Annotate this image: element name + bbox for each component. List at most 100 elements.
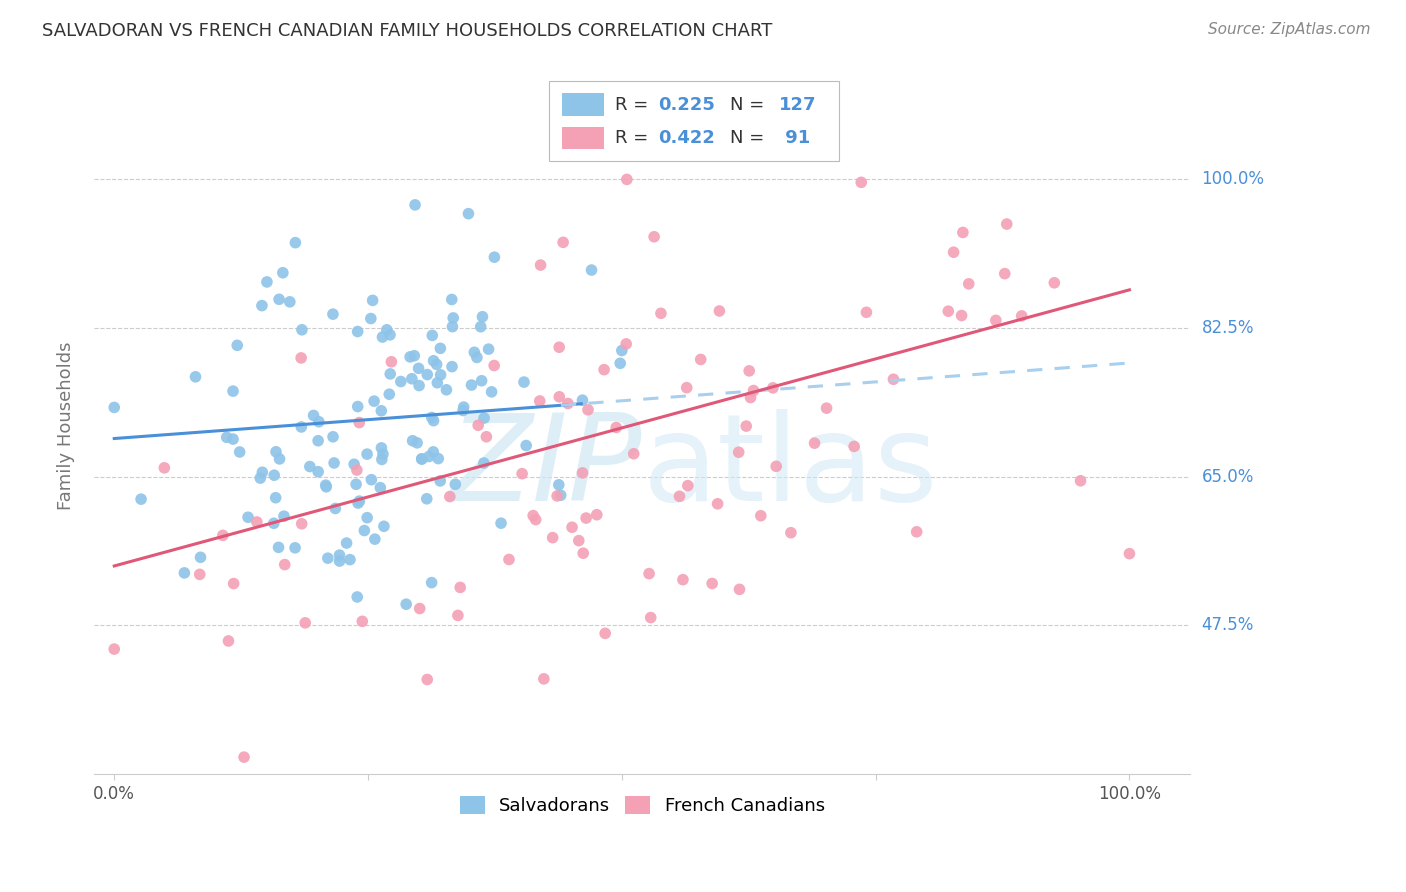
Point bbox=[1043, 276, 1066, 290]
Point bbox=[346, 400, 368, 414]
Point bbox=[533, 672, 555, 686]
Point bbox=[246, 515, 269, 529]
Point bbox=[449, 581, 471, 595]
Point bbox=[278, 294, 301, 309]
Point bbox=[477, 342, 499, 356]
Point bbox=[738, 364, 761, 378]
Point bbox=[420, 410, 443, 425]
Point bbox=[465, 351, 488, 365]
Point bbox=[217, 634, 239, 648]
Point bbox=[984, 313, 1007, 327]
Point bbox=[371, 330, 394, 344]
Point bbox=[375, 323, 398, 337]
Bar bbox=[562, 94, 603, 116]
Point bbox=[411, 451, 433, 466]
Point bbox=[395, 597, 418, 611]
Point bbox=[1070, 474, 1092, 488]
Point bbox=[593, 626, 616, 640]
Text: 47.5%: 47.5% bbox=[1202, 616, 1254, 634]
Point bbox=[184, 369, 207, 384]
FancyBboxPatch shape bbox=[548, 81, 839, 161]
Point bbox=[404, 198, 426, 212]
Point bbox=[440, 293, 463, 307]
Point bbox=[364, 532, 387, 546]
Point bbox=[368, 481, 391, 495]
Point bbox=[344, 477, 367, 491]
Point bbox=[441, 310, 464, 325]
Point bbox=[346, 463, 368, 477]
Point bbox=[422, 445, 444, 459]
Point bbox=[855, 305, 877, 319]
Point bbox=[457, 207, 479, 221]
Point bbox=[294, 615, 316, 630]
Point bbox=[638, 566, 661, 581]
Point bbox=[475, 430, 498, 444]
Point bbox=[416, 491, 439, 506]
Point bbox=[762, 381, 785, 395]
Point bbox=[557, 396, 579, 410]
Point bbox=[672, 573, 695, 587]
Point bbox=[129, 492, 152, 507]
Point bbox=[249, 471, 271, 485]
Point bbox=[226, 338, 249, 352]
Text: atlas: atlas bbox=[643, 409, 938, 526]
Text: 65.0%: 65.0% bbox=[1202, 467, 1254, 486]
Point bbox=[803, 436, 825, 450]
Point bbox=[325, 501, 347, 516]
Point bbox=[302, 409, 325, 423]
Point bbox=[426, 358, 449, 372]
Point bbox=[905, 524, 928, 539]
Point bbox=[593, 362, 616, 376]
Point bbox=[404, 349, 426, 363]
Point bbox=[291, 323, 314, 337]
Point bbox=[411, 452, 433, 467]
Point bbox=[780, 525, 803, 540]
Point bbox=[581, 263, 603, 277]
Point bbox=[373, 519, 395, 533]
Point bbox=[273, 509, 295, 524]
Text: 0.422: 0.422 bbox=[658, 129, 716, 147]
Text: SALVADORAN VS FRENCH CANADIAN FAMILY HOUSEHOLDS CORRELATION CHART: SALVADORAN VS FRENCH CANADIAN FAMILY HOU… bbox=[42, 22, 772, 40]
Point bbox=[267, 541, 290, 555]
Text: 0.225: 0.225 bbox=[658, 95, 716, 113]
Text: N =: N = bbox=[730, 95, 770, 113]
Point bbox=[339, 552, 361, 566]
Point bbox=[568, 533, 591, 548]
Point bbox=[406, 435, 429, 450]
Point bbox=[291, 516, 314, 531]
Point bbox=[371, 447, 394, 461]
Point bbox=[353, 524, 375, 538]
Point bbox=[290, 420, 312, 434]
Text: R =: R = bbox=[614, 95, 654, 113]
Text: N =: N = bbox=[730, 129, 770, 147]
Point bbox=[616, 172, 638, 186]
Point bbox=[735, 419, 758, 434]
Point bbox=[363, 394, 385, 409]
Point bbox=[709, 304, 731, 318]
Point bbox=[815, 401, 838, 416]
Point bbox=[472, 411, 495, 425]
Point bbox=[553, 235, 575, 250]
Point bbox=[547, 478, 569, 492]
Point bbox=[370, 404, 392, 418]
Point bbox=[481, 384, 503, 399]
Legend: Salvadorans, French Canadians: Salvadorans, French Canadians bbox=[450, 788, 834, 824]
Point bbox=[408, 601, 430, 615]
Point bbox=[264, 491, 287, 505]
Point bbox=[380, 355, 402, 369]
Point bbox=[529, 258, 551, 272]
Point bbox=[378, 387, 401, 401]
Point bbox=[529, 394, 551, 409]
Point bbox=[851, 175, 873, 189]
Point bbox=[510, 467, 533, 481]
Point bbox=[401, 372, 423, 386]
Point bbox=[484, 250, 506, 264]
Point bbox=[444, 477, 467, 491]
Point bbox=[264, 444, 287, 458]
Point bbox=[605, 420, 627, 434]
Point bbox=[346, 325, 368, 339]
Point bbox=[356, 510, 378, 524]
Point bbox=[498, 552, 520, 566]
Point bbox=[418, 450, 440, 464]
Point bbox=[263, 468, 285, 483]
